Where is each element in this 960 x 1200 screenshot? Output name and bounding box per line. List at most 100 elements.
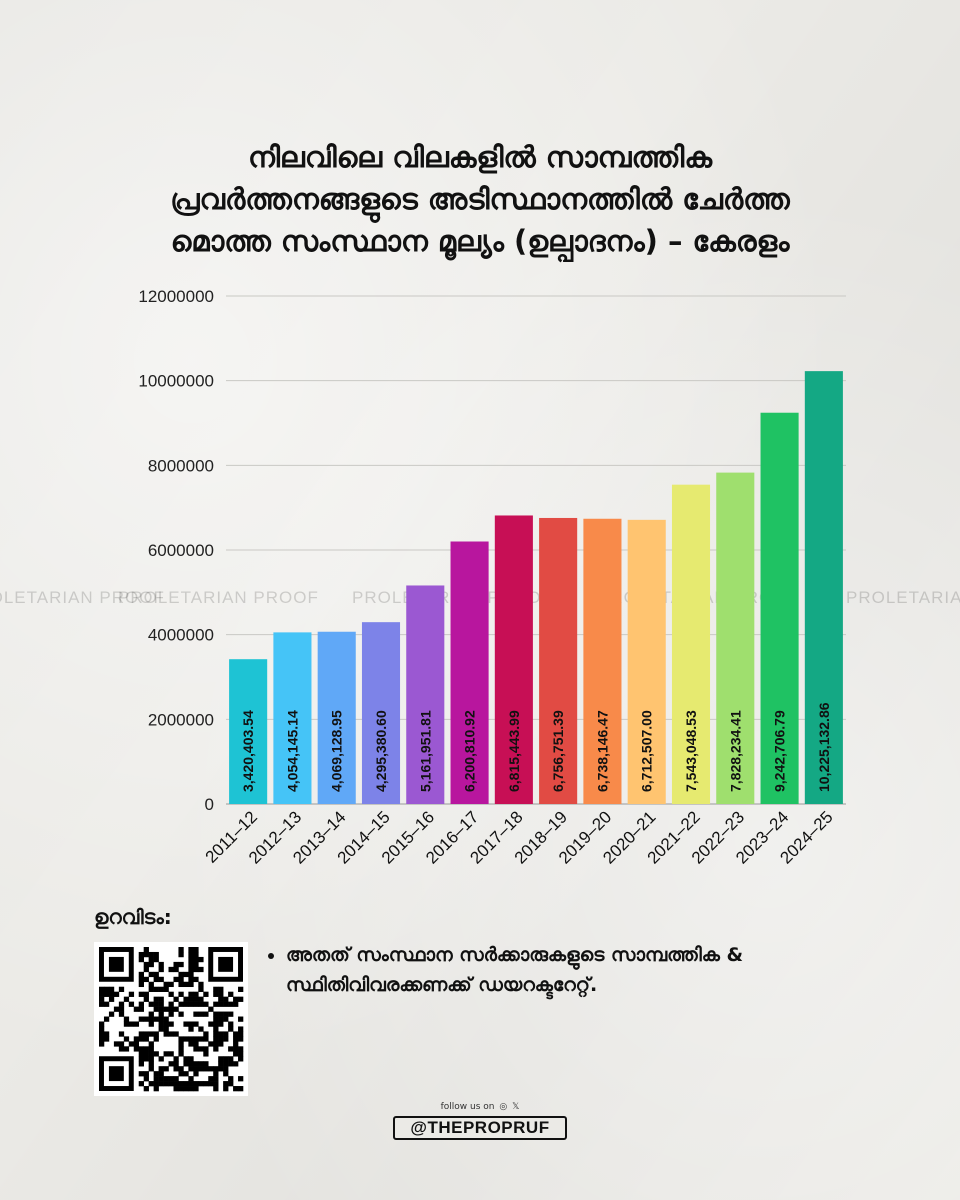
qr-module <box>228 1056 234 1062</box>
qr-module <box>138 1056 144 1062</box>
qr-module <box>153 986 159 992</box>
qr-module <box>99 996 105 1002</box>
qr-module <box>103 1036 110 1042</box>
qr-module <box>208 1021 214 1027</box>
qr-module <box>148 1041 154 1047</box>
qr-module <box>218 1016 224 1022</box>
qr-module <box>213 986 219 992</box>
chart-title: നിലവിലെ വിലകളിൽ സാമ്പത്തിക പ്രവർത്തനങ്ങള… <box>60 136 900 262</box>
bar <box>273 632 312 804</box>
qr-module <box>213 1016 219 1022</box>
qr-module <box>153 1071 159 1077</box>
qr-module <box>148 1081 154 1087</box>
qr-module <box>148 1046 154 1052</box>
qr-module <box>118 1031 125 1037</box>
qr-module <box>188 996 194 1002</box>
qr-module <box>123 1021 130 1027</box>
qr-module <box>163 1051 169 1057</box>
bar <box>317 631 356 804</box>
qr-module <box>193 996 199 1002</box>
qr-module <box>168 991 174 997</box>
qr-module <box>153 1081 159 1087</box>
qr-module <box>183 1021 189 1027</box>
follow-us: follow us on ◎ 𝕏 <box>380 1102 580 1112</box>
qr-module <box>178 1046 184 1052</box>
qr-module <box>123 1036 130 1042</box>
bar-value-label: 6,712,507.00 <box>639 710 655 792</box>
qr-module <box>158 1016 164 1022</box>
qr-module <box>188 966 194 973</box>
qr-module <box>198 966 204 973</box>
bar <box>361 622 401 804</box>
social-handle[interactable]: @THEPROPRUF <box>393 1116 567 1140</box>
qr-module <box>213 1081 219 1087</box>
qr-module <box>143 991 149 997</box>
qr-module <box>178 1081 184 1087</box>
qr-module <box>153 1031 159 1037</box>
qr-module <box>143 976 149 983</box>
bar-value-label: 7,543,048.53 <box>683 710 699 792</box>
qr-module <box>148 981 154 988</box>
qr-module <box>213 1086 219 1092</box>
qr-module <box>118 1011 125 1017</box>
qr-module <box>153 1001 159 1007</box>
qr-module <box>173 1076 179 1082</box>
qr-module <box>213 1066 219 1072</box>
bar <box>406 585 445 804</box>
bar-value-label: 10,225,132.86 <box>816 702 832 792</box>
qr-module <box>173 976 179 983</box>
bar-value-label: 6,738,146.47 <box>594 710 610 792</box>
qr-module <box>193 1046 199 1052</box>
qr-module <box>138 951 144 958</box>
qr-module <box>148 1011 154 1017</box>
qr-module <box>188 956 194 963</box>
qr-module <box>158 1021 164 1027</box>
qr-module <box>228 1001 234 1007</box>
qr-module <box>158 986 164 992</box>
qr-module <box>238 1026 244 1032</box>
qr-code[interactable] <box>94 942 248 1096</box>
qr-module <box>218 1021 224 1027</box>
qr-module <box>233 1041 239 1047</box>
qr-module <box>143 1076 149 1082</box>
qr-module <box>238 1016 244 1022</box>
qr-module <box>223 1081 229 1087</box>
qr-module <box>208 1041 214 1047</box>
x-icon[interactable]: 𝕏 <box>512 1102 520 1112</box>
qr-module <box>163 1066 169 1072</box>
qr-module <box>228 1021 234 1027</box>
qr-module <box>99 986 105 992</box>
qr-module <box>143 996 149 1002</box>
qr-module <box>153 1006 159 1012</box>
qr-module <box>188 976 194 983</box>
qr-module <box>108 986 115 992</box>
qr-module <box>99 1021 105 1027</box>
qr-module <box>158 1071 164 1077</box>
qr-module <box>198 1046 204 1052</box>
qr-module <box>163 1076 169 1082</box>
qr-module <box>198 1026 204 1032</box>
qr-module <box>143 961 149 968</box>
qr-module <box>178 1001 184 1007</box>
qr-module <box>183 1061 189 1067</box>
qr-module <box>153 1036 159 1042</box>
qr-module <box>193 966 199 973</box>
qr-module <box>158 1066 164 1072</box>
qr-module <box>153 1016 159 1022</box>
qr-module <box>188 1041 194 1047</box>
qr-module <box>143 966 149 973</box>
qr-module <box>153 1076 159 1082</box>
y-tick-label: 2000000 <box>148 710 214 729</box>
qr-module <box>178 1011 184 1017</box>
qr-module <box>228 991 234 997</box>
qr-module <box>213 1071 219 1077</box>
instagram-icon[interactable]: ◎ <box>499 1102 508 1112</box>
bar <box>229 659 268 804</box>
qr-module <box>133 1021 140 1027</box>
qr-module <box>193 1066 199 1072</box>
bar <box>539 517 578 804</box>
qr-module <box>158 996 164 1002</box>
qr-module <box>213 1031 219 1037</box>
watermark-text: PROLETARIAN PROOF <box>0 588 165 607</box>
qr-module <box>99 1036 105 1042</box>
